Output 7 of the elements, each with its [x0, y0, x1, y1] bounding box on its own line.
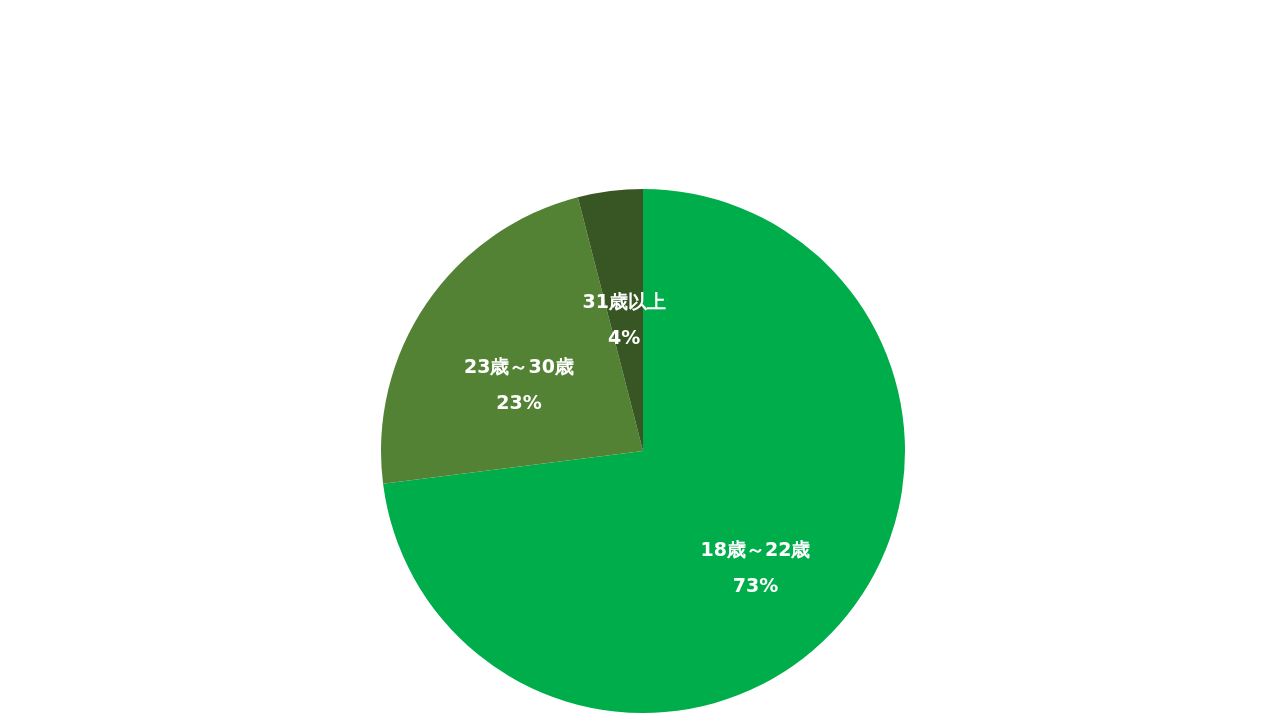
slice-label: 18歳～22歳 — [700, 538, 811, 561]
pie-slice — [383, 189, 905, 713]
data-label: 73% — [732, 574, 779, 597]
slice-label: 23歳～30歳 — [463, 354, 574, 377]
data-label: 23% — [496, 390, 542, 413]
slice-label: 31歳以上 — [582, 290, 666, 313]
data-label: 4% — [608, 326, 641, 349]
